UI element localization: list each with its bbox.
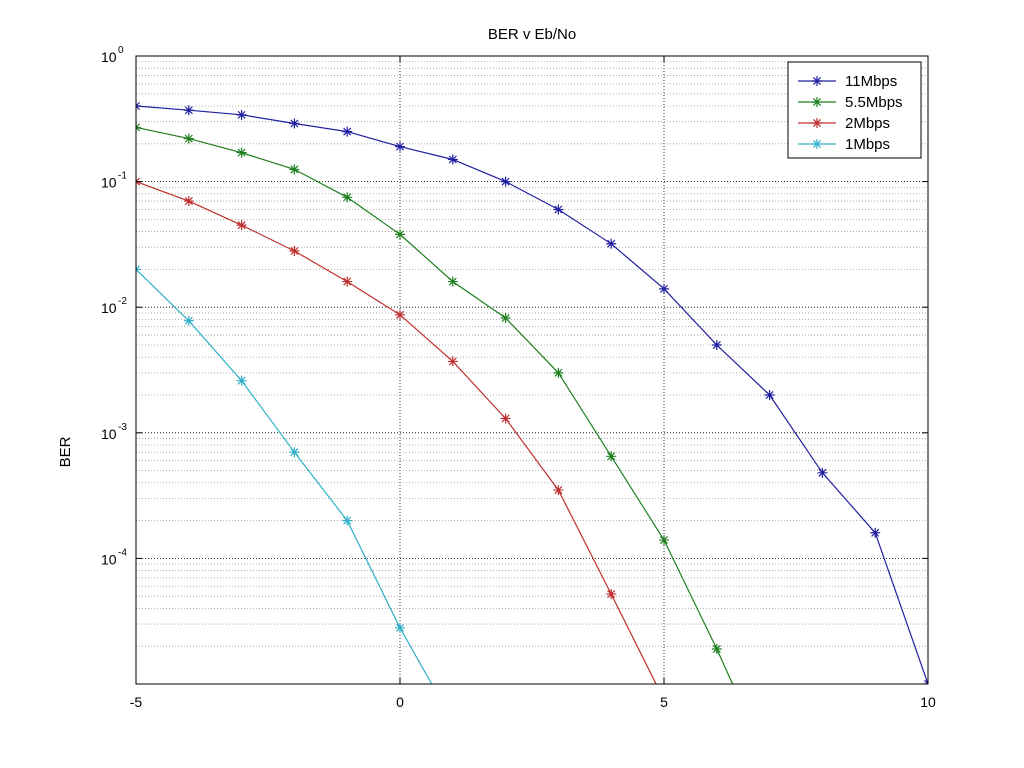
data-point-11mbps [183,105,194,116]
y-tick-label: 10 -1 [101,171,127,191]
data-point-2mbps [447,356,458,367]
data-point-2mbps [342,276,353,287]
data-point-11mbps [236,109,247,120]
legend-marker [812,139,822,149]
data-point-2mbps [553,485,564,496]
legend-box [787,61,922,159]
series-line-5-5mbps [136,126,734,684]
data-point-1mbps [395,622,405,633]
legend-label: 2Mbps [845,115,890,132]
data-point-11mbps [659,283,669,294]
x-tick-label: -5 [130,694,143,710]
plot-area-frame [135,55,929,685]
y-tick-label: 10 0 [101,45,124,65]
data-point-5-5mbps [289,164,300,175]
y-tick-base: 10 [101,49,117,65]
legend-item-11mbps: 11Mbps [798,73,897,90]
series-line-1mbps [136,268,433,684]
series-line-11mbps [136,105,928,684]
y-tick-base: 10 [101,175,117,191]
y-tick-label: 10 -4 [101,547,127,567]
data-point-11mbps [395,141,405,152]
y-tick-base: 10 [101,551,117,567]
legend-marker [812,118,822,128]
chart-title: BER v Eb/No [488,26,576,43]
data-point-11mbps [817,467,828,478]
y-tick-exponent: -4 [118,547,127,558]
legend-label: 5.5Mbps [845,94,903,111]
legend-label: 1Mbps [845,136,890,153]
data-point-2mbps [236,220,247,231]
y-tick-label: 10 -2 [101,296,127,316]
data-point-2mbps [395,309,405,320]
data-point-11mbps [553,204,564,215]
data-point-5-5mbps [553,367,564,378]
data-point-5-5mbps [606,451,617,462]
legend-marker [812,76,822,86]
data-point-11mbps [711,340,722,351]
x-tick-labels: -5 0 5 10 [130,56,936,710]
series-layer [136,100,928,684]
legend: 11Mbps 5.5Mbps 2Mbps 1Mbps [787,61,922,159]
data-point-5-5mbps [183,133,194,144]
data-point-5-5mbps [342,192,353,203]
y-tick-exponent: -1 [118,171,127,182]
data-point-5-5mbps [395,229,405,240]
legend-label: 11Mbps [845,73,897,90]
data-point-11mbps [606,238,617,249]
data-point-11mbps [342,126,353,137]
data-point-11mbps [289,118,300,129]
y-tick-exponent: -2 [118,296,127,307]
legend-item-1mbps: 1Mbps [798,136,890,153]
data-point-11mbps [764,389,775,400]
data-point-5-5mbps [236,147,247,158]
data-point-11mbps [870,527,881,538]
data-point-11mbps [500,176,511,187]
data-point-1mbps [342,515,353,526]
data-point-2mbps [606,589,617,600]
data-point-5-5mbps [500,313,511,324]
data-point-1mbps [289,447,300,458]
y-tick-label: 10 -3 [101,422,127,442]
x-tick-label: 0 [396,694,404,710]
data-point-1mbps [183,315,194,326]
data-point-11mbps [447,154,458,165]
series-group [136,100,928,684]
data-point-2mbps [500,413,511,424]
data-point-1mbps [236,375,247,386]
data-point-5-5mbps [659,535,669,546]
data-point-2mbps [183,196,194,207]
y-tick-base: 10 [101,300,117,316]
x-tick-label: 10 [920,694,936,710]
legend-item-5-5mbps: 5.5Mbps [798,94,903,111]
data-point-5-5mbps [447,276,458,287]
y-tick-exponent: -3 [118,422,127,433]
legend-item-2mbps: 2Mbps [798,115,890,132]
y-axis-label: BER [57,436,74,467]
legend-marker [812,97,822,107]
data-point-5-5mbps [711,643,722,654]
x-tick-label: 5 [660,694,668,710]
y-tick-base: 10 [101,426,117,442]
data-point-2mbps [289,246,300,257]
y-tick-exponent: 0 [118,45,124,56]
